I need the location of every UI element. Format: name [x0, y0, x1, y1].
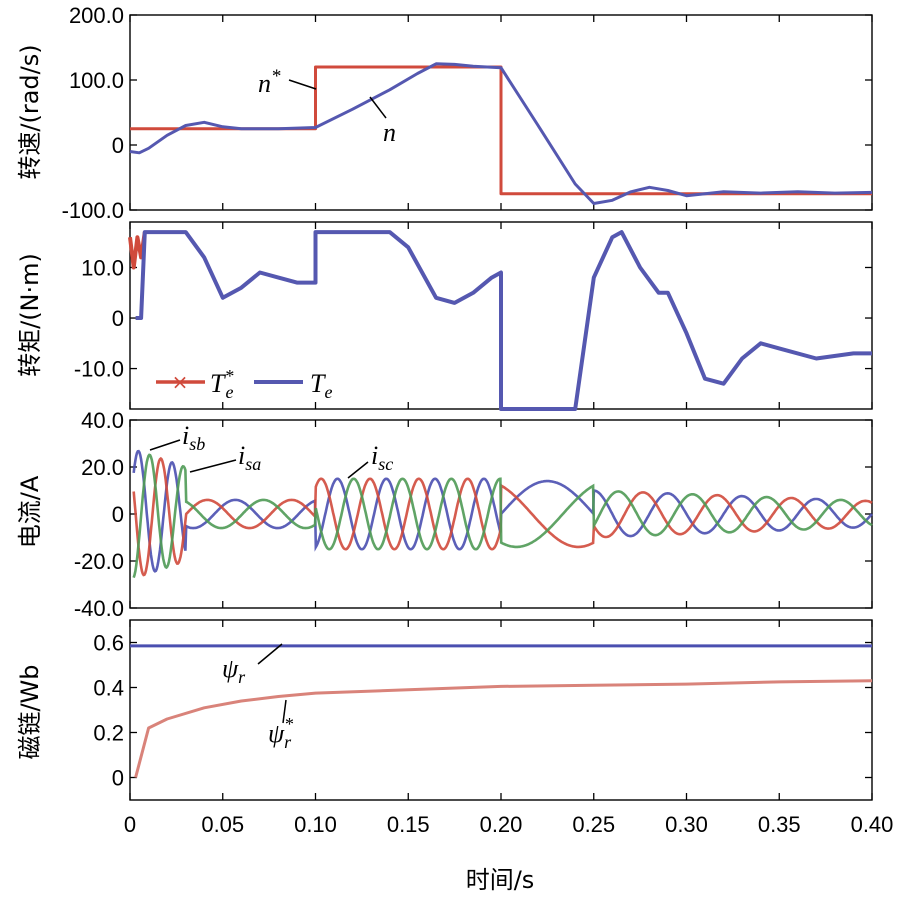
speed-y-tick-label: 0: [112, 133, 124, 158]
current-series: [132, 449, 873, 578]
flux-series: [130, 644, 873, 778]
annot-n: n: [383, 118, 396, 147]
annot-isc-leader: [347, 461, 369, 479]
annot-isa-sub: sa: [245, 454, 261, 474]
annot-n-star-leader: [288, 79, 317, 90]
series-n-star: [130, 65, 872, 196]
current-y-tick-label: -20.0: [74, 549, 124, 574]
legend-te-star-sup: *: [224, 366, 233, 386]
panel-current: 40.020.00-20.0-40.0 电流/A isb isa isc: [16, 408, 873, 621]
current-y-tick-label: 20.0: [81, 455, 124, 480]
torque-y-ticks: 10.0 0 -10.0: [74, 222, 873, 409]
series-Te: [135, 230, 872, 411]
x-tick-label: 0: [124, 812, 136, 837]
x-tick-label: 0.20: [480, 812, 523, 837]
series-isc: [132, 453, 873, 578]
torque-y-tick-label: 0: [112, 306, 124, 331]
legend-te-star-marker: ×: [172, 370, 189, 394]
x-axis-ticks: 0 0.05 0.10 0.15 0.20 0.25 0.30 0.35 0.40: [124, 812, 894, 837]
annot-n-leader: [369, 96, 387, 119]
annot-isb-base: i: [182, 421, 189, 450]
legend-te-sub: e: [324, 382, 332, 402]
x-tick-label: 0.25: [572, 812, 615, 837]
annot-psi-r-sub: r: [238, 667, 246, 687]
panel-flux: 0.60.40.20 0 0.05 0.10 0.15 0.20 0.25 0.30 0.35…: [16, 619, 894, 894]
legend-te-base: T: [310, 369, 326, 398]
annot-psi-r-star-base: ψ: [268, 719, 285, 748]
annot-n-star-sup: *: [271, 66, 281, 87]
current-y-label: 电流/A: [16, 475, 44, 548]
torque-y-tick-label: -10.0: [74, 357, 124, 382]
x-tick-label: 0.15: [387, 812, 430, 837]
annot-psi-r-star-leader: [282, 699, 287, 724]
torque-series: [128, 230, 872, 411]
current-y-tick-label: 40.0: [81, 408, 124, 433]
torque-legend: × T* e Te: [156, 366, 332, 402]
x-tick-label: 0.05: [201, 812, 244, 837]
series-isa: [132, 449, 873, 573]
annot-isb: isb: [182, 421, 205, 454]
legend-te: Te: [310, 369, 332, 402]
flux-y-tick-label: 0.6: [93, 631, 124, 656]
series-ψr-star: [134, 679, 873, 778]
legend-te-star-base: T: [210, 369, 226, 398]
annot-isc-base: i: [371, 441, 378, 470]
panel-torque: 10.00-10.0 转矩/(N·m) × T* e Te: [16, 221, 873, 411]
current-y-tick-label: -40.0: [74, 596, 124, 621]
annot-isb-sub: sb: [189, 434, 205, 454]
flux-y-tick-label: 0.4: [93, 676, 124, 701]
flux-y-ticks: 0.6 0.4 0.2 0: [93, 620, 873, 800]
annot-isc: isc: [371, 441, 393, 474]
annot-psi-r-base: ψ: [222, 654, 239, 683]
series-isb: [132, 456, 873, 577]
x-tick-label: 0.35: [758, 812, 801, 837]
speed-series: [129, 62, 873, 205]
annot-n-star: n*: [258, 66, 281, 98]
annot-psi-r-star: ψ* r: [268, 714, 293, 752]
annot-isa-leader: [189, 459, 237, 473]
x-tick-label: 0.30: [665, 812, 708, 837]
current-y-ticks: 40.0 20.0 0 -20.0 -40.0: [74, 408, 873, 621]
annot-psi-r-star-sup: *: [284, 714, 293, 734]
speed-y-tick-label: -100.0: [62, 198, 124, 223]
speed-y-ticks: 200.0 100.0 0 -100.0: [62, 3, 873, 223]
annot-isb-leader: [149, 439, 181, 451]
speed-y-label: 转速/(rad/s): [16, 44, 44, 179]
x-tick-label: 0.10: [294, 812, 337, 837]
speed-y-tick-label: 100.0: [69, 68, 124, 93]
current-y-tick-label: 0: [112, 502, 124, 527]
x-axis-label: 时间/s: [466, 866, 535, 894]
x-tick-label: 0.40: [851, 812, 894, 837]
series-n: [129, 62, 873, 205]
annot-isc-sub: sc: [378, 454, 393, 474]
torque-y-tick-label: 10.0: [81, 255, 124, 280]
torque-y-label: 转矩/(N·m): [16, 253, 44, 377]
legend-te-star-sub: e: [225, 382, 233, 402]
annot-psi-r: ψr: [222, 654, 246, 687]
legend-te-star: T* e: [210, 366, 233, 402]
annot-isa: isa: [238, 441, 261, 474]
flux-y-label: 磁链/Wb: [16, 664, 44, 759]
annot-isa-base: i: [238, 441, 245, 470]
annot-psi-r-star-sub: r: [284, 732, 292, 752]
flux-y-tick-label: 0: [112, 766, 124, 791]
flux-y-tick-label: 0.2: [93, 721, 124, 746]
annot-psi-r-leader: [257, 643, 283, 665]
speed-y-tick-label: 200.0: [69, 3, 124, 28]
annot-n-star-base: n: [258, 69, 271, 98]
